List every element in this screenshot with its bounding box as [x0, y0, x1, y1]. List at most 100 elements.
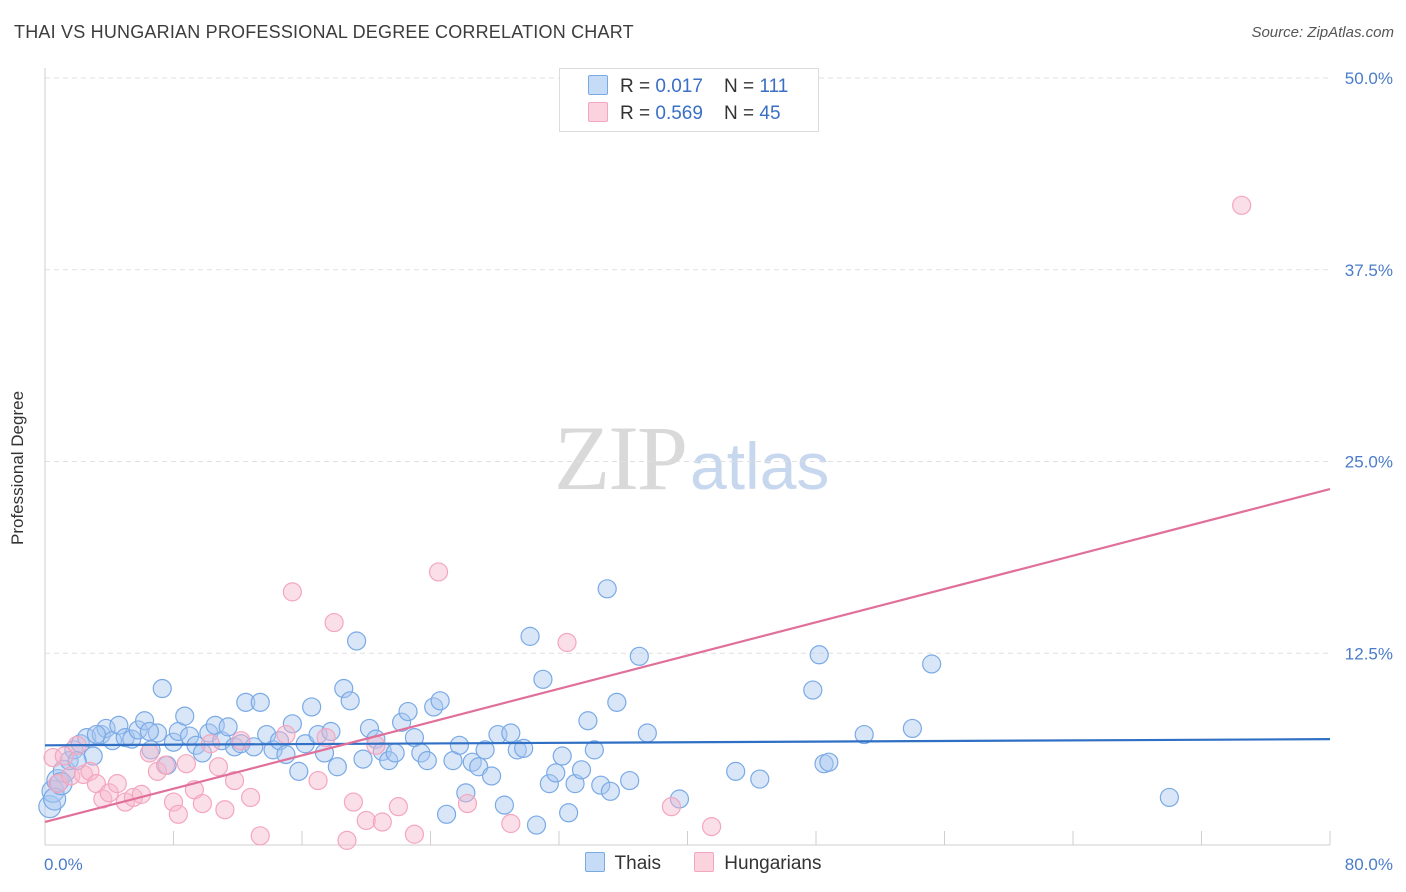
chart-title: THAI VS HUNGARIAN PROFESSIONAL DEGREE CO…: [14, 22, 634, 42]
hungarians-points: [43, 195, 1252, 850]
hungarians-point-32: [316, 728, 336, 748]
hungarians-point-14: [139, 743, 160, 763]
legend-r-value: 0.569: [655, 103, 703, 124]
hungarians-point-25: [224, 770, 245, 791]
thais-point-82: [552, 746, 572, 766]
thais-point-63: [430, 691, 450, 711]
thais-point-23: [175, 706, 195, 726]
y-tick-label-0: 12.5%: [1345, 644, 1393, 663]
thais-point-48: [334, 678, 354, 699]
thais-point-79: [533, 669, 553, 689]
y-tick-label-3: 50.0%: [1345, 69, 1393, 88]
hungarians-point-16: [155, 755, 176, 775]
watermark-atlas: atlas: [690, 429, 830, 503]
thais-point-74: [501, 723, 521, 743]
thais-point-88: [591, 775, 611, 795]
hungarians-point-33: [324, 612, 344, 633]
hungarians-point-41: [428, 562, 449, 582]
x-tick-label-0: 0.0%: [44, 855, 83, 874]
thais-point-96: [726, 761, 746, 781]
thais-point-110: [139, 721, 160, 742]
source-label: Source: ZipAtlas.com: [1251, 24, 1394, 41]
thais-point-94: [637, 723, 657, 743]
thais-point-47: [327, 757, 347, 777]
series-legend: Thais Hungarians: [0, 852, 1406, 875]
series-label-thais: Thais: [614, 853, 661, 874]
thais-point-102: [854, 724, 874, 745]
legend-r-label: R =: [620, 103, 656, 124]
legend-n-label: N =: [724, 76, 760, 97]
thais-point-103: [902, 718, 922, 739]
thais-point-97: [750, 769, 770, 789]
thais-point-93: [629, 646, 649, 666]
thais-point-89: [597, 579, 617, 599]
hungarians-point-31: [308, 770, 328, 791]
hungarians-point-26: [231, 731, 251, 751]
thais-point-70: [475, 740, 495, 760]
series-legend-thais: Thais: [584, 852, 661, 875]
hungarians-point-35: [343, 792, 363, 812]
thais-point-61: [417, 751, 437, 771]
hungarians-point-6: [80, 761, 100, 781]
legend-swatch-hungarians: [588, 102, 608, 122]
hungarians-point-10: [107, 774, 127, 794]
thais-point-56: [385, 743, 405, 763]
thais-point-58: [398, 701, 418, 722]
series-swatch-thais: [584, 852, 605, 872]
watermark-zip: ZIP: [554, 407, 688, 509]
hungarians-point-24: [215, 800, 235, 820]
legend-n-value: 111: [759, 76, 789, 97]
thais-point-18: [147, 723, 168, 743]
thais-point-12: [109, 715, 129, 735]
hungarians-point-47: [1232, 195, 1252, 215]
trend-lines: [44, 488, 1331, 824]
hungarians-point-45: [661, 797, 682, 817]
grid-lines: [45, 77, 1330, 654]
hungarians-point-18: [168, 804, 188, 824]
thais-point-107: [49, 772, 73, 796]
hungarians-trend-line: [44, 488, 1331, 824]
thais-point-80: [539, 774, 559, 794]
thais-point-87: [584, 740, 604, 760]
y-tick-label-2: 37.5%: [1345, 261, 1393, 280]
thais-point-105: [1159, 787, 1179, 808]
series-label-hungarians: Hungarians: [724, 853, 822, 874]
thais-point-106: [43, 787, 67, 811]
hungarians-point-40: [404, 824, 425, 844]
hungarians-point-44: [557, 632, 577, 653]
thais-point-19: [152, 678, 172, 699]
thais-point-16: [134, 711, 155, 731]
hungarians-point-30: [282, 582, 302, 602]
thais-point-101: [819, 752, 839, 772]
thais-point-71: [481, 766, 502, 786]
thais-point-83: [559, 803, 579, 823]
legend-row-thais: R = 0.017 N = 111: [588, 75, 788, 98]
thais-point-57: [391, 712, 412, 732]
thais-point-98: [803, 680, 823, 700]
thais-point-92: [620, 770, 640, 791]
thais-point-41: [289, 761, 309, 781]
thais-point-99: [809, 645, 829, 665]
hungarians-point-43: [501, 813, 521, 834]
thais-point-55: [379, 751, 399, 771]
thais-point-109: [86, 724, 107, 745]
thais-point-50: [347, 631, 367, 651]
series-swatch-hungarians: [694, 852, 715, 872]
legend-r-label: R =: [620, 76, 656, 97]
legend-n-label: N =: [724, 103, 760, 124]
hungarians-point-39: [388, 797, 408, 817]
hungarians-point-42: [457, 793, 478, 814]
hungarians-point-34: [337, 830, 357, 850]
thais-trend-line: [44, 738, 1331, 747]
legend-n-value: 45: [759, 103, 781, 124]
thais-point-33: [236, 692, 256, 712]
y-axis-label: Professional Degree: [8, 390, 27, 545]
hungarians-point-38: [372, 812, 392, 832]
series-legend-hungarians: Hungarians: [694, 852, 821, 875]
thais-point-95: [669, 789, 690, 809]
stats-legend: R = 0.017 N = 111 R = 0.569 N = 45: [559, 68, 819, 132]
thais-point-66: [449, 735, 470, 755]
thais-point-51: [353, 749, 373, 769]
hungarians-point-17: [163, 792, 184, 812]
